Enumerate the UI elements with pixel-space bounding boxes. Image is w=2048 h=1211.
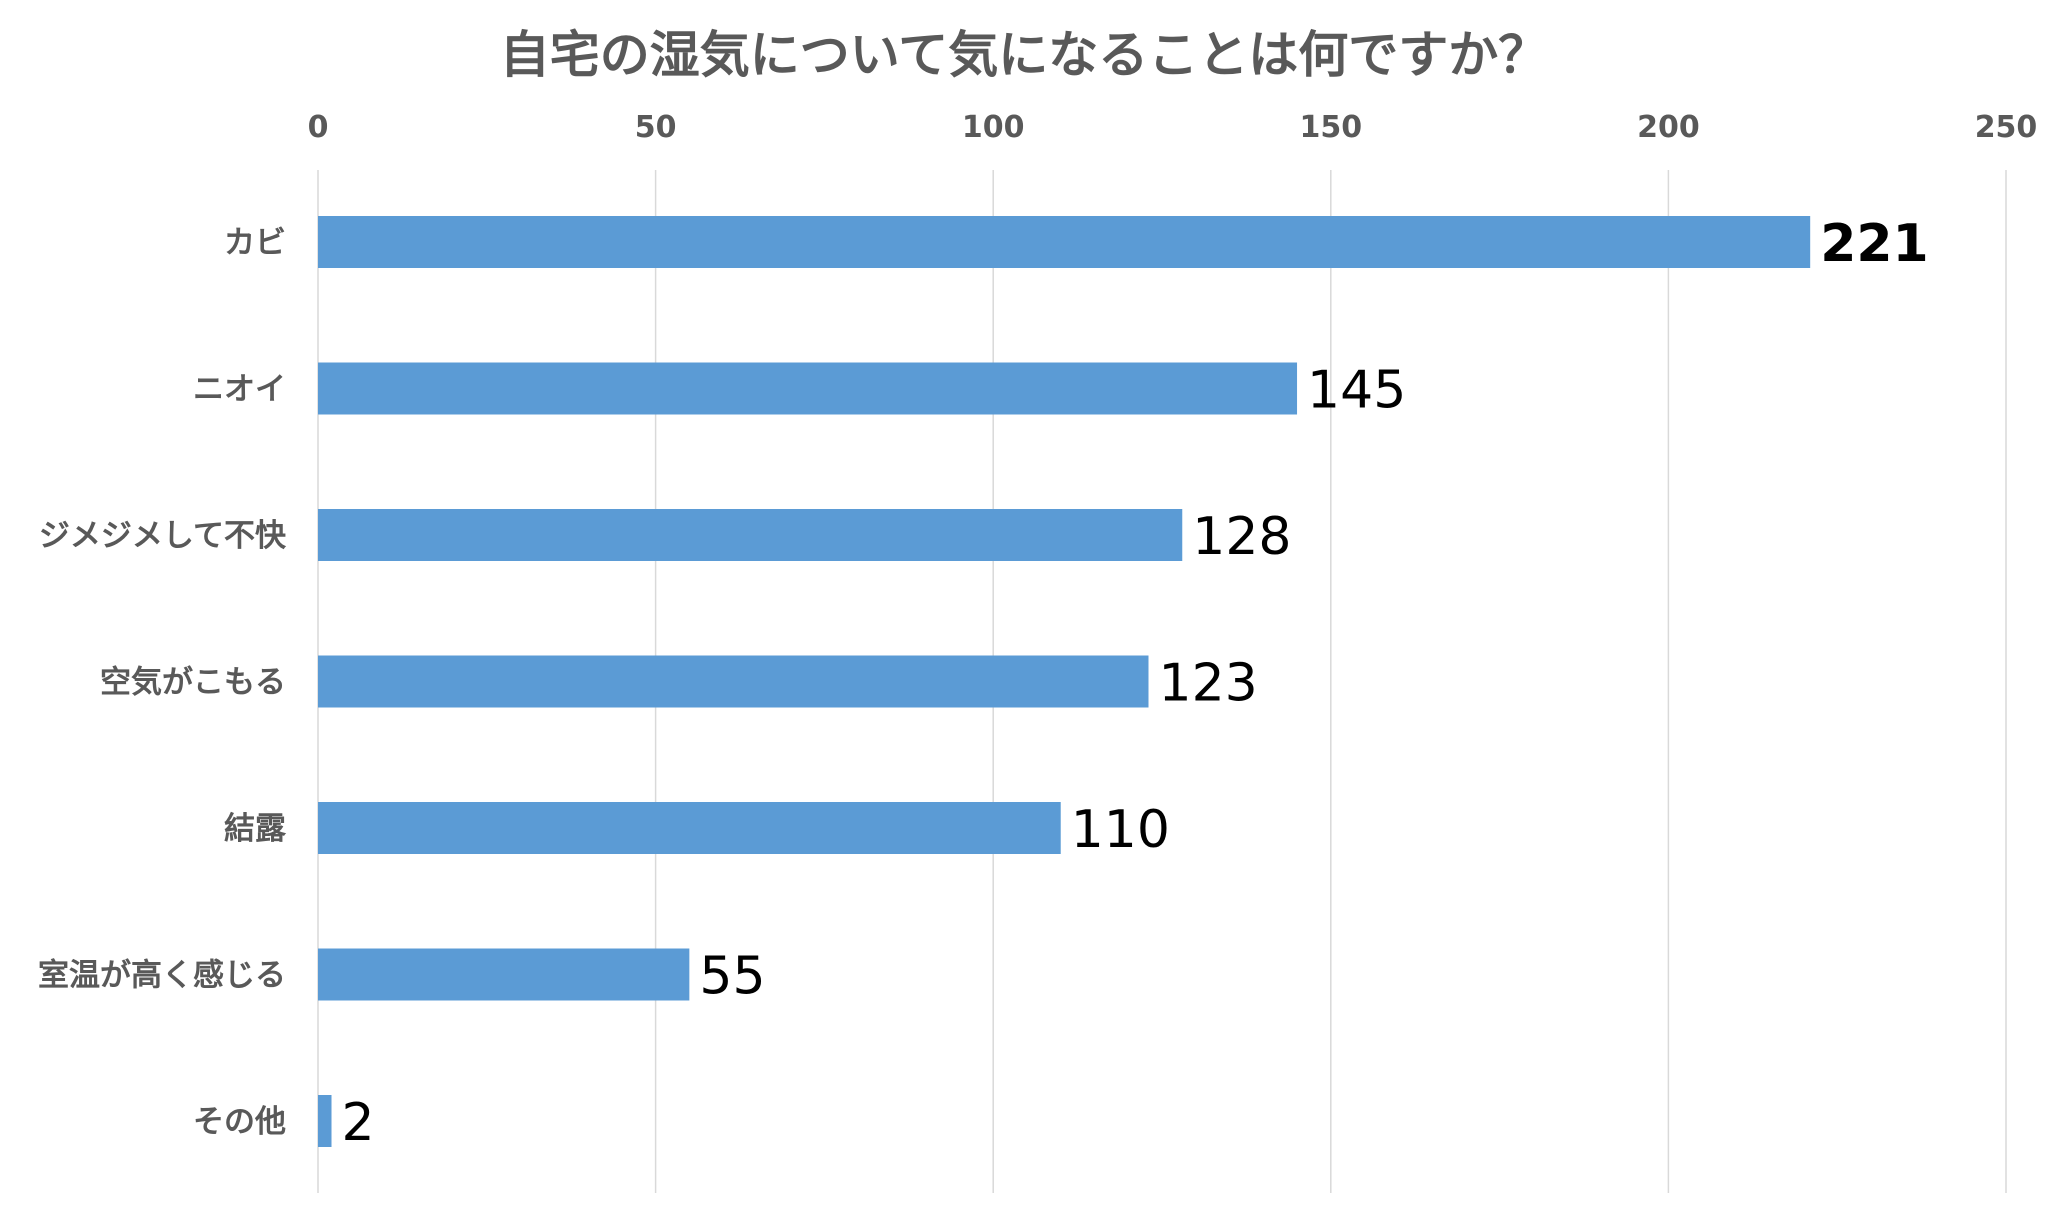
bar-3 bbox=[318, 655, 1149, 708]
chart-title: 自宅の湿気について気になることは何ですか？ bbox=[500, 26, 1549, 84]
category-label-3: 空気がこもる bbox=[100, 665, 286, 701]
x-tick-label-0: 0 bbox=[308, 110, 329, 145]
category-label-6: その他 bbox=[193, 1104, 286, 1140]
bar-1 bbox=[318, 362, 1298, 415]
bar-4 bbox=[318, 802, 1061, 854]
category-label-4: 結露 bbox=[224, 811, 287, 847]
x-tick-label-50: 50 bbox=[635, 110, 677, 145]
x-tick-label-200: 200 bbox=[1637, 110, 1700, 145]
bar-2 bbox=[318, 509, 1183, 561]
data-labels: 221 145 128 123 110 55 2 bbox=[342, 214, 1929, 1153]
x-tick-label-150: 150 bbox=[1299, 110, 1362, 145]
bars bbox=[318, 216, 1811, 1147]
x-axis-ticks: 0 50 100 150 200 250 bbox=[308, 110, 2038, 145]
bar-6 bbox=[318, 1095, 332, 1147]
category-label-2: ジメジメして不快 bbox=[39, 518, 287, 554]
x-tick-label-250: 250 bbox=[1975, 110, 2038, 145]
category-label-0: カビ bbox=[224, 225, 286, 261]
bar-0 bbox=[318, 216, 1811, 268]
data-label-2: 128 bbox=[1192, 507, 1291, 567]
data-label-0: 221 bbox=[1820, 214, 1929, 274]
category-label-5: 室温が高く感じる bbox=[38, 958, 286, 994]
x-tick-label-100: 100 bbox=[962, 110, 1025, 145]
data-label-6: 2 bbox=[342, 1093, 375, 1153]
data-label-3: 123 bbox=[1158, 654, 1257, 714]
category-label-1: ニオイ bbox=[193, 372, 286, 408]
data-label-1: 145 bbox=[1307, 361, 1406, 421]
bar-5 bbox=[318, 948, 690, 1001]
data-label-5: 55 bbox=[699, 947, 765, 1007]
data-label-4: 110 bbox=[1071, 800, 1170, 860]
